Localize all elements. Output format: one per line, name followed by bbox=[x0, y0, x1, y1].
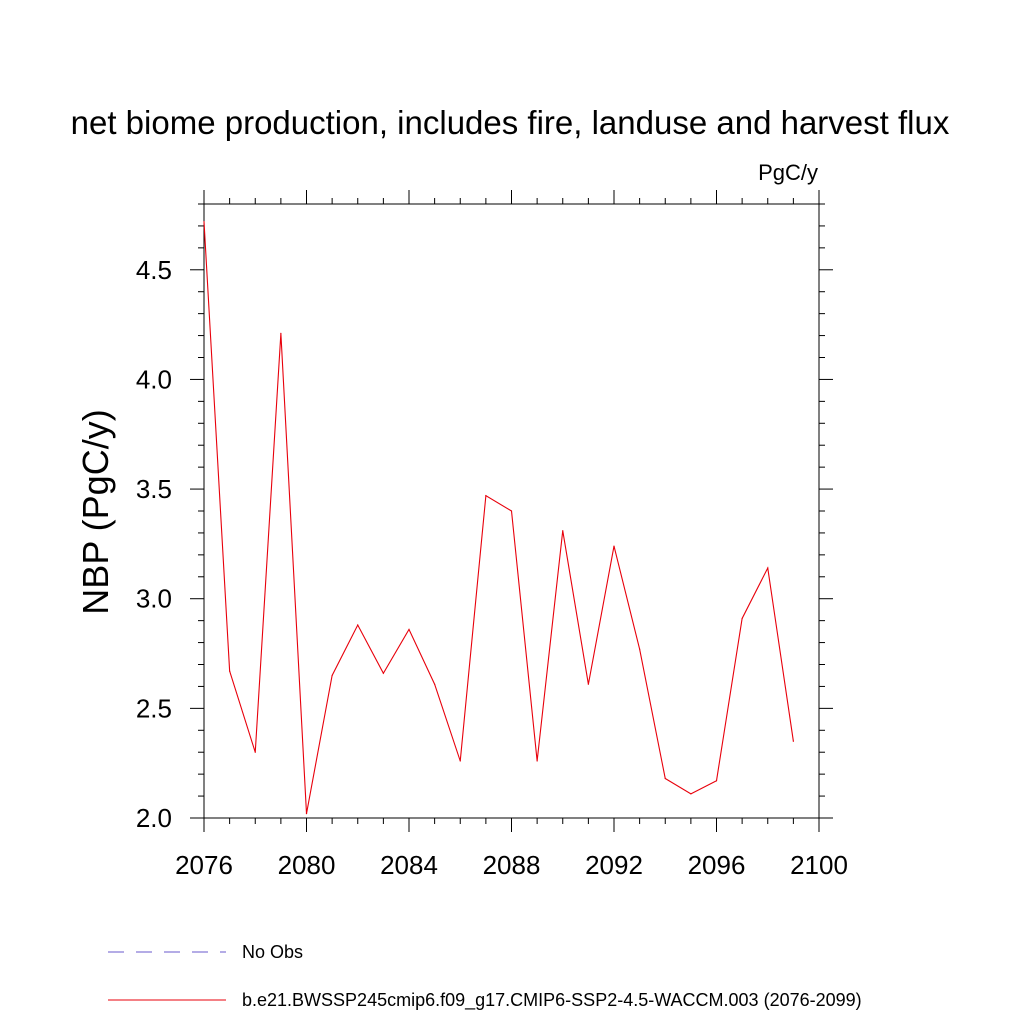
data-point bbox=[767, 567, 769, 569]
data-point bbox=[510, 510, 513, 512]
y-tick-label: 4.0 bbox=[136, 364, 172, 394]
data-point bbox=[485, 495, 487, 497]
data-point bbox=[408, 628, 410, 631]
x-tick-label: 2088 bbox=[483, 850, 541, 880]
data-point bbox=[536, 760, 538, 762]
data-point bbox=[280, 332, 282, 334]
data-point bbox=[690, 793, 692, 795]
x-tick-label: 2092 bbox=[585, 850, 643, 880]
data-point bbox=[357, 624, 359, 626]
data-point bbox=[459, 760, 461, 762]
axes-group: 2076 2080 2084 2088 2092 2096 2100 2.0 2.5 3.0 3.5… bbox=[136, 190, 848, 880]
x-tick-label: 2084 bbox=[380, 850, 438, 880]
data-point bbox=[305, 813, 308, 815]
legend-label: b.e21.BWSSP245cmip6.f09_g17.CMIP6-SSP2-4… bbox=[242, 990, 862, 1011]
x-tick-label: 2096 bbox=[688, 850, 746, 880]
y-tick-label: 2.5 bbox=[136, 693, 172, 723]
y-tick-label: 4.5 bbox=[136, 255, 172, 285]
y-tick-label: 3.5 bbox=[136, 474, 172, 504]
x-tick-label: 2080 bbox=[278, 850, 336, 880]
units-label: PgC/y bbox=[758, 160, 818, 185]
data-point bbox=[382, 672, 384, 674]
data-point bbox=[664, 777, 666, 780]
data-point bbox=[613, 545, 615, 547]
data-point bbox=[229, 670, 231, 672]
y-axis-label: NBP (PgC/y) bbox=[75, 409, 116, 614]
data-point bbox=[587, 683, 589, 685]
data-point bbox=[715, 780, 718, 782]
data-point bbox=[331, 674, 333, 677]
data-point bbox=[639, 648, 641, 650]
data-point bbox=[562, 530, 564, 532]
y-tick-label: 2.0 bbox=[136, 803, 172, 833]
legend-label: No Obs bbox=[242, 942, 303, 962]
y-tick-label: 3.0 bbox=[136, 584, 172, 614]
series-line bbox=[203, 221, 794, 814]
x-tick-label: 2100 bbox=[790, 850, 848, 880]
legend: No Obs b.e21.BWSSP245cmip6.f09_g17.CMIP6-… bbox=[108, 942, 862, 1011]
x-tick-label: 2076 bbox=[175, 850, 233, 880]
chart-title: net biome production, includes fire, lan… bbox=[71, 104, 950, 141]
series-group bbox=[203, 220, 794, 815]
data-point bbox=[434, 683, 436, 685]
data-point bbox=[203, 220, 205, 223]
data-point bbox=[741, 617, 743, 620]
data-point bbox=[254, 751, 256, 753]
data-point bbox=[792, 740, 794, 742]
